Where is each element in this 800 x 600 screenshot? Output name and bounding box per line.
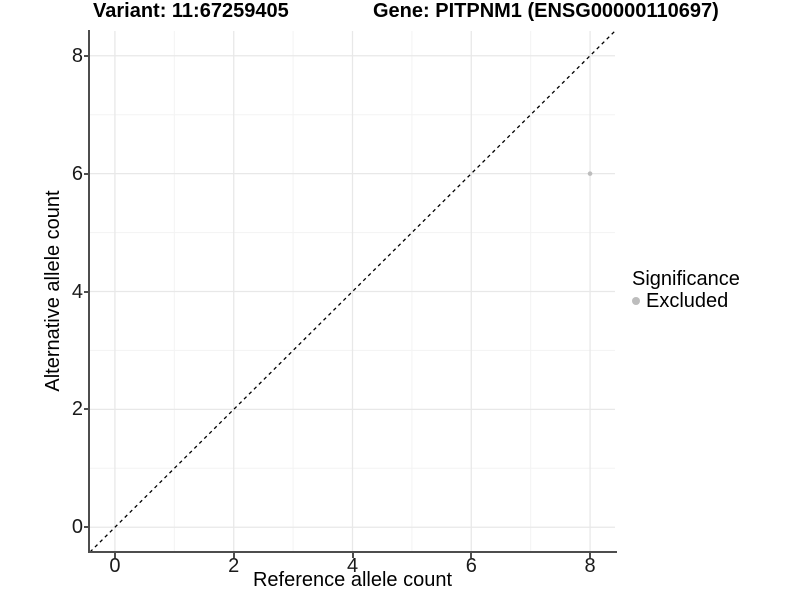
x-tick-label: 2 [228,555,240,577]
y-tick-label: 8 [71,44,83,67]
y-tick-mark [84,526,89,529]
legend-entry-excluded: Excluded [632,290,740,311]
plot-canvas [89,30,616,553]
y-tick-label: 6 [71,162,83,185]
x-tick-label: 8 [584,555,596,577]
plot-title-variant: Variant: 11:67259405 [93,0,289,22]
y-tick-mark [84,54,89,57]
legend-point-icon [632,296,640,305]
y-tick-mark [84,408,89,411]
y-tick-mark [84,172,89,175]
x-tick-mark [232,553,235,558]
data-point [587,171,593,176]
x-axis-title: Reference allele count [252,569,452,591]
x-tick-mark [470,553,473,558]
x-tick-mark [113,553,116,558]
y-tick-mark [84,290,89,293]
x-tick-label: 0 [109,555,121,577]
y-axis-line [88,30,90,553]
x-tick-mark [589,553,592,558]
y-tick-label: 0 [71,516,83,539]
y-tick-label: 2 [71,398,83,421]
plot-title-gene: Gene: PITPNM1 (ENSG00000110697) [373,0,719,22]
identity-reference-line [89,30,616,553]
x-tick-mark [351,553,354,558]
plot-panel [89,30,616,553]
legend: Significance Excluded [632,269,740,311]
x-axis-line [88,551,617,553]
x-tick-label: 6 [465,555,477,577]
legend-entry-label: Excluded [646,289,729,312]
legend-title: Significance [632,268,740,290]
x-tick-label: 4 [346,555,359,577]
y-tick-label: 4 [71,280,83,303]
